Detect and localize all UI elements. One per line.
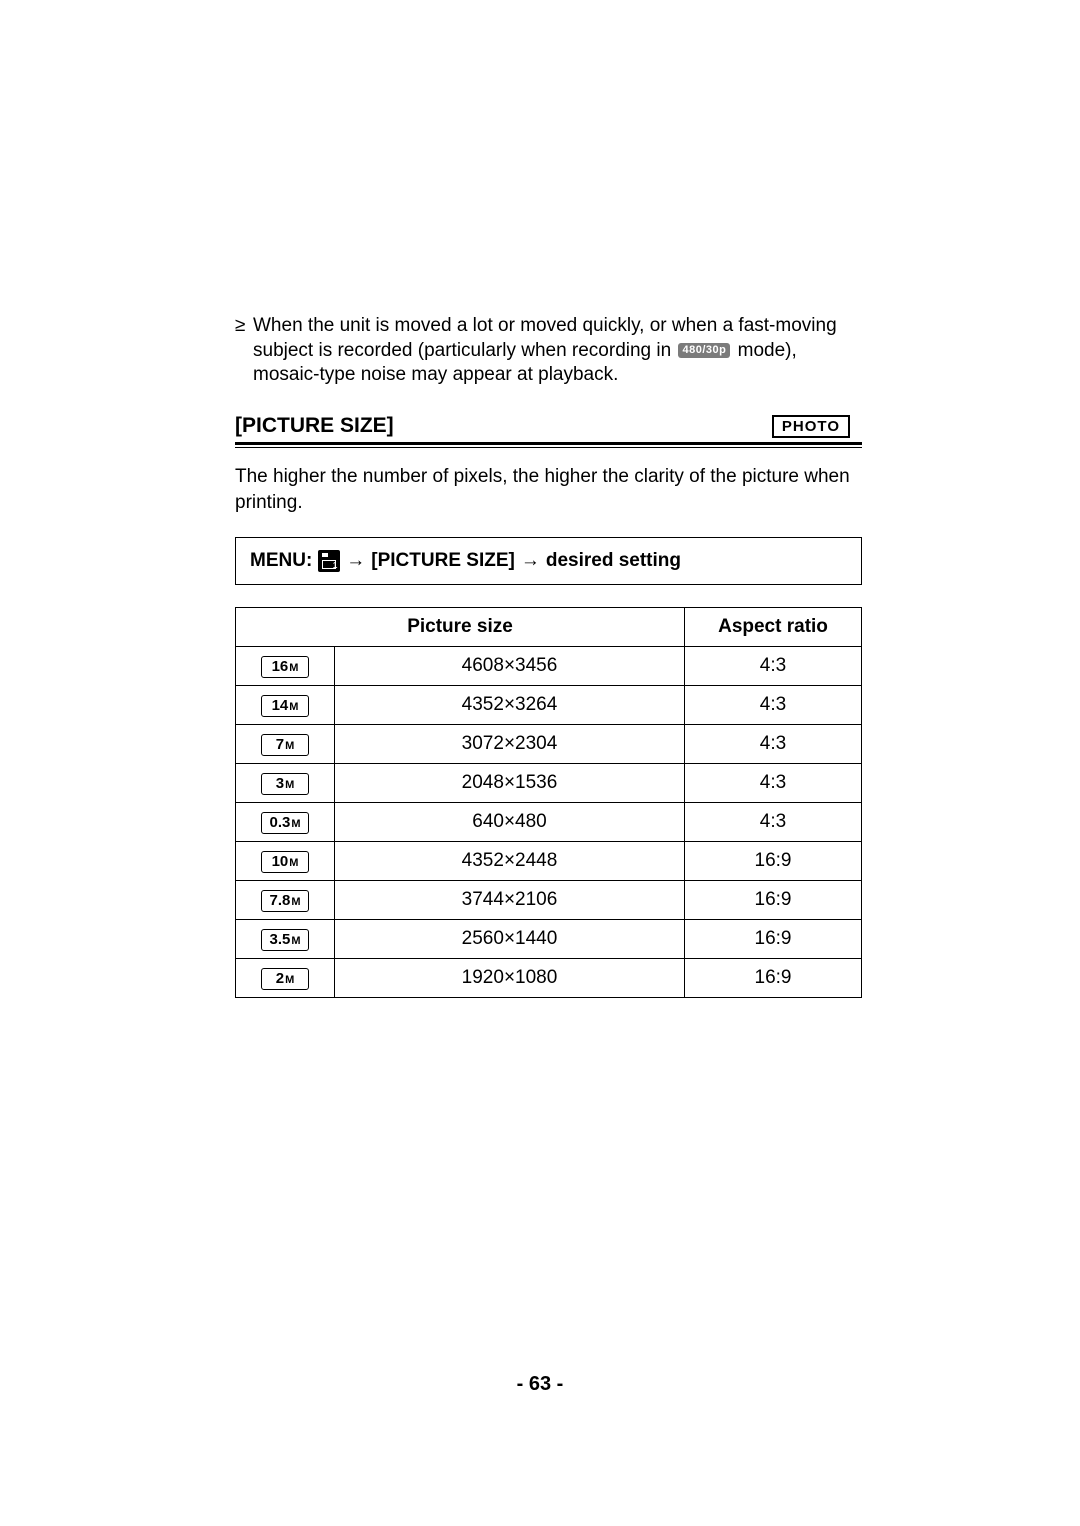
table-header-row: Picture size Aspect ratio: [236, 608, 862, 647]
size-badge: 10M: [261, 851, 309, 873]
size-badge: 7M: [261, 734, 309, 756]
size-badge-suffix: M: [285, 736, 294, 756]
size-badge-suffix: M: [291, 931, 300, 951]
table-row: 3.5M 2560×144016:9: [236, 920, 862, 959]
table-row: 2M 1920×108016:9: [236, 959, 862, 998]
resolution-cell: 2560×1440: [335, 920, 685, 959]
section-description: The higher the number of pixels, the hig…: [235, 464, 862, 515]
table-row: 14M 4352×32644:3: [236, 686, 862, 725]
size-badge-suffix: M: [289, 697, 298, 717]
table-row: 7M 3072×23044:3: [236, 725, 862, 764]
size-badge-cell: 7.8M: [236, 881, 335, 920]
size-badge-number: 7.8: [269, 891, 290, 911]
size-badge-suffix: M: [291, 892, 300, 912]
section-title: [PICTURE SIZE]: [235, 414, 394, 438]
aspect-ratio-cell: 4:3: [685, 764, 862, 803]
menu-step-2: desired setting: [546, 550, 681, 572]
size-badge-cell: 2M: [236, 959, 335, 998]
size-badge: 7.8M: [261, 890, 309, 912]
size-badge-suffix: M: [289, 658, 298, 678]
resolution-cell: 1920×1080: [335, 959, 685, 998]
size-badge-number: 7: [276, 735, 284, 755]
size-badge-suffix: M: [285, 970, 294, 990]
size-badge-number: 16: [272, 657, 289, 677]
size-badge-number: 0.3: [269, 813, 290, 833]
arrow-icon: →: [521, 550, 540, 572]
manual-page: ≥ When the unit is moved a lot or moved …: [0, 0, 1080, 1526]
table-row: 3M 2048×15364:3: [236, 764, 862, 803]
menu-label: MENU:: [250, 550, 312, 572]
table-row: 7.8M 3744×210616:9: [236, 881, 862, 920]
aspect-ratio-cell: 4:3: [685, 725, 862, 764]
size-badge: 3M: [261, 773, 309, 795]
size-badge-cell: 3M: [236, 764, 335, 803]
bullet-dot-icon: ≥: [235, 314, 253, 388]
size-badge-cell: 14M: [236, 686, 335, 725]
section-rule: [235, 442, 862, 448]
size-badge-suffix: M: [285, 775, 294, 795]
size-badge-cell: 0.3M: [236, 803, 335, 842]
resolution-cell: 4352×3264: [335, 686, 685, 725]
size-badge-cell: 7M: [236, 725, 335, 764]
resolution-cell: 3072×2304: [335, 725, 685, 764]
aspect-ratio-cell: 4:3: [685, 686, 862, 725]
resolution-cell: 640×480: [335, 803, 685, 842]
size-badge-cell: 3.5M: [236, 920, 335, 959]
table-row: 0.3M 640×4804:3: [236, 803, 862, 842]
resolution-cell: 2048×1536: [335, 764, 685, 803]
size-badge-number: 14: [272, 696, 289, 716]
aspect-ratio-cell: 16:9: [685, 842, 862, 881]
photo-badge: PHOTO: [772, 415, 850, 438]
size-badge-cell: 16M: [236, 647, 335, 686]
size-badge-suffix: M: [291, 814, 300, 834]
aspect-ratio-cell: 16:9: [685, 881, 862, 920]
table-row: 10M 4352×244816:9: [236, 842, 862, 881]
arrow-icon: →: [346, 550, 365, 572]
menu-path-box: MENU: 1 → [PICTURE SIZE] → desired setti…: [235, 537, 862, 585]
resolution-cell: 4352×2448: [335, 842, 685, 881]
size-badge-number: 10: [272, 852, 289, 872]
size-badge-cell: 10M: [236, 842, 335, 881]
note-text: When the unit is moved a lot or moved qu…: [253, 314, 862, 388]
picture-size-table: Picture size Aspect ratio 16M4608×34564:…: [235, 607, 862, 998]
size-badge-number: 2: [276, 969, 284, 989]
mode-badge: 480/30p: [678, 343, 730, 358]
page-number: - 63 -: [0, 1373, 1080, 1396]
resolution-cell: 3744×2106: [335, 881, 685, 920]
table-row: 16M 4608×34564:3: [236, 647, 862, 686]
size-badge-number: 3: [276, 774, 284, 794]
size-badge-suffix: M: [289, 853, 298, 873]
menu-step-1: [PICTURE SIZE]: [371, 550, 515, 572]
resolution-cell: 4608×3456: [335, 647, 685, 686]
size-badge: 3.5M: [261, 929, 309, 951]
aspect-ratio-cell: 4:3: [685, 647, 862, 686]
size-badge: 2M: [261, 968, 309, 990]
size-badge: 0.3M: [261, 812, 309, 834]
header-aspect-ratio: Aspect ratio: [685, 608, 862, 647]
section-header: [PICTURE SIZE] PHOTO: [235, 414, 862, 448]
aspect-ratio-cell: 4:3: [685, 803, 862, 842]
header-picture-size: Picture size: [236, 608, 685, 647]
size-badge-number: 3.5: [269, 930, 290, 950]
aspect-ratio-cell: 16:9: [685, 959, 862, 998]
size-badge: 16M: [261, 656, 309, 678]
size-badge: 14M: [261, 695, 309, 717]
aspect-ratio-cell: 16:9: [685, 920, 862, 959]
note-bullet: ≥ When the unit is moved a lot or moved …: [235, 314, 862, 388]
camera-settings-icon: 1: [318, 550, 340, 572]
